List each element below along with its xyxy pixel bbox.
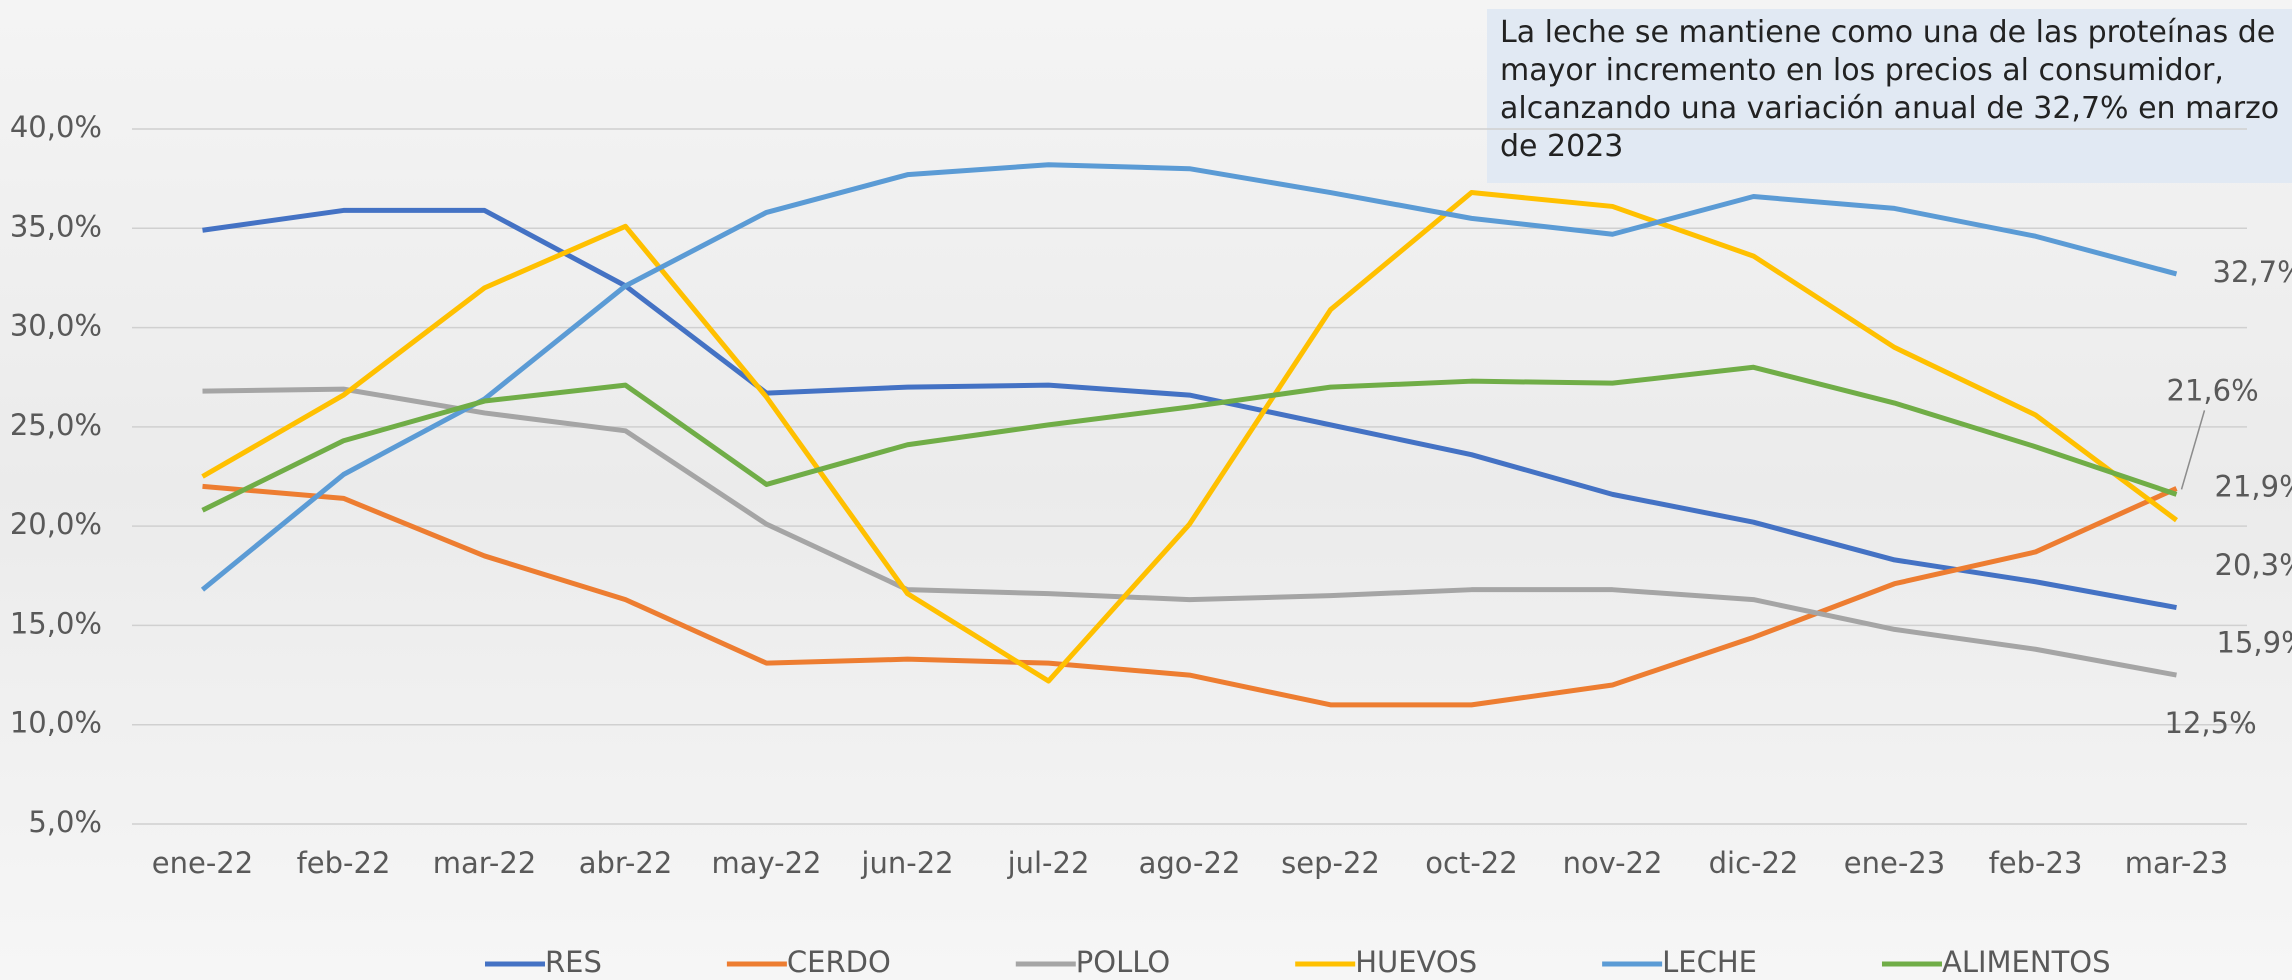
x-tick-label: mar-23 xyxy=(2125,846,2228,880)
data-label: 20,3% xyxy=(2215,548,2292,582)
legend-label: LECHE xyxy=(1662,945,1757,979)
chart: La leche se mantiene como una de las pro… xyxy=(0,0,2292,980)
legend-label: POLLO xyxy=(1076,945,1170,979)
data-label: 32,7% xyxy=(2213,255,2292,289)
x-tick-label: ene-23 xyxy=(1844,846,1945,880)
legend-label: RES xyxy=(545,945,602,979)
y-tick-label: 25,0% xyxy=(10,408,102,442)
annotation: La leche se mantiene como una de las pro… xyxy=(1500,14,2285,166)
y-tick-label: 15,0% xyxy=(10,606,102,640)
data-label: 21,9% xyxy=(2215,469,2292,503)
x-tick-label: may-22 xyxy=(711,846,821,880)
x-tick-label: jun-22 xyxy=(860,846,953,880)
legend-label: HUEVOS xyxy=(1355,945,1477,979)
x-tick-label: dic-22 xyxy=(1709,846,1799,880)
x-tick-label: oct-22 xyxy=(1425,846,1517,880)
y-tick-label: 20,0% xyxy=(10,507,102,541)
x-tick-label: jul-22 xyxy=(1007,846,1090,880)
x-tick-label: sep-22 xyxy=(1281,846,1380,880)
series-line xyxy=(203,389,2177,675)
y-tick-label: 10,0% xyxy=(10,706,102,740)
y-tick-label: 40,0% xyxy=(10,110,102,144)
x-tick-label: feb-22 xyxy=(297,846,391,880)
annotation-container: La leche se mantiene como una de las pro… xyxy=(1500,14,2285,184)
x-tick-label: feb-23 xyxy=(1989,846,2083,880)
legend-label: ALIMENTOS xyxy=(1942,945,2111,979)
series-line xyxy=(203,193,2177,681)
x-tick-label: ago-22 xyxy=(1139,846,1241,880)
y-tick-label: 5,0% xyxy=(28,805,102,839)
x-tick-label: nov-22 xyxy=(1563,846,1663,880)
x-tick-label: mar-22 xyxy=(433,846,536,880)
data-label: 21,6% xyxy=(2167,373,2259,407)
x-tick-label: abr-22 xyxy=(579,846,673,880)
x-tick-label: ene-22 xyxy=(152,846,253,880)
data-label: 12,5% xyxy=(2165,706,2257,740)
series-line xyxy=(203,486,2177,704)
leader-line xyxy=(2182,410,2205,489)
y-tick-label: 30,0% xyxy=(10,309,102,343)
legend-label: CERDO xyxy=(787,945,891,979)
y-tick-label: 35,0% xyxy=(10,209,102,243)
data-label: 15,9% xyxy=(2217,626,2292,660)
